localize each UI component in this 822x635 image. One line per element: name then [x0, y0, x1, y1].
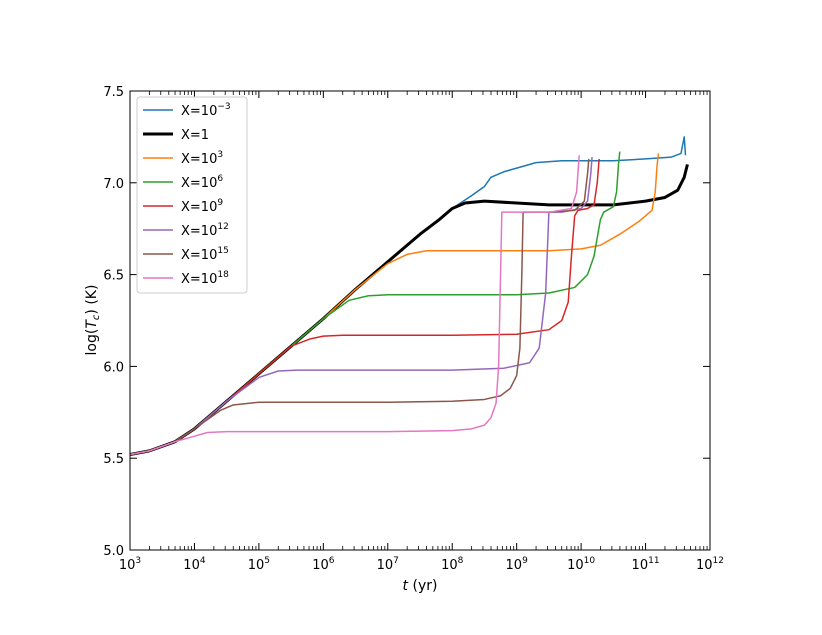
y-axis-label: log(Tc) (K) [84, 285, 102, 356]
legend-label-3: X=106 [181, 174, 223, 191]
x-tick-label-9: 1012 [696, 556, 724, 573]
x-tick-label-4: 107 [377, 556, 399, 573]
legend-label-4: X=109 [181, 198, 223, 215]
legend-label-5: X=1012 [181, 222, 229, 239]
y-tick-label-2: 6.0 [103, 360, 124, 375]
legend-box [136, 96, 248, 294]
x-tick-label-3: 106 [312, 556, 335, 573]
x-tick-label-7: 1010 [567, 556, 595, 573]
legend-label-1: X=1 [181, 128, 209, 143]
y-tick-label-3: 6.5 [103, 269, 124, 284]
x-tick-label-5: 108 [441, 556, 464, 573]
legend-label-6: X=1015 [181, 246, 229, 263]
x-tick-label-8: 1011 [632, 556, 660, 573]
y-tick-label-0: 5.0 [103, 544, 124, 559]
series-line-7 [130, 155, 580, 456]
x-axis-label: t (yr) [403, 578, 438, 594]
x-tick-label-6: 109 [506, 556, 529, 573]
legend-label-2: X=103 [181, 150, 223, 167]
y-tick-label-5: 7.5 [103, 85, 124, 100]
legend-label-7: X=1018 [181, 270, 229, 287]
legend-label-0: X=10−3 [181, 102, 231, 119]
y-tick-label-1: 5.5 [103, 452, 124, 467]
x-tick-label-2: 105 [248, 556, 270, 573]
y-tick-label-4: 7.0 [103, 177, 124, 192]
legend: X=10−3 X=1 X=103 X=106 X=109 X=1012 X=1015 X=10… [136, 96, 248, 294]
series-group [130, 136, 689, 457]
series-line-6 [130, 158, 590, 456]
x-tick-label-1: 104 [183, 556, 206, 573]
x-tick-label-0: 103 [119, 556, 141, 573]
plot-frame [129, 90, 711, 551]
